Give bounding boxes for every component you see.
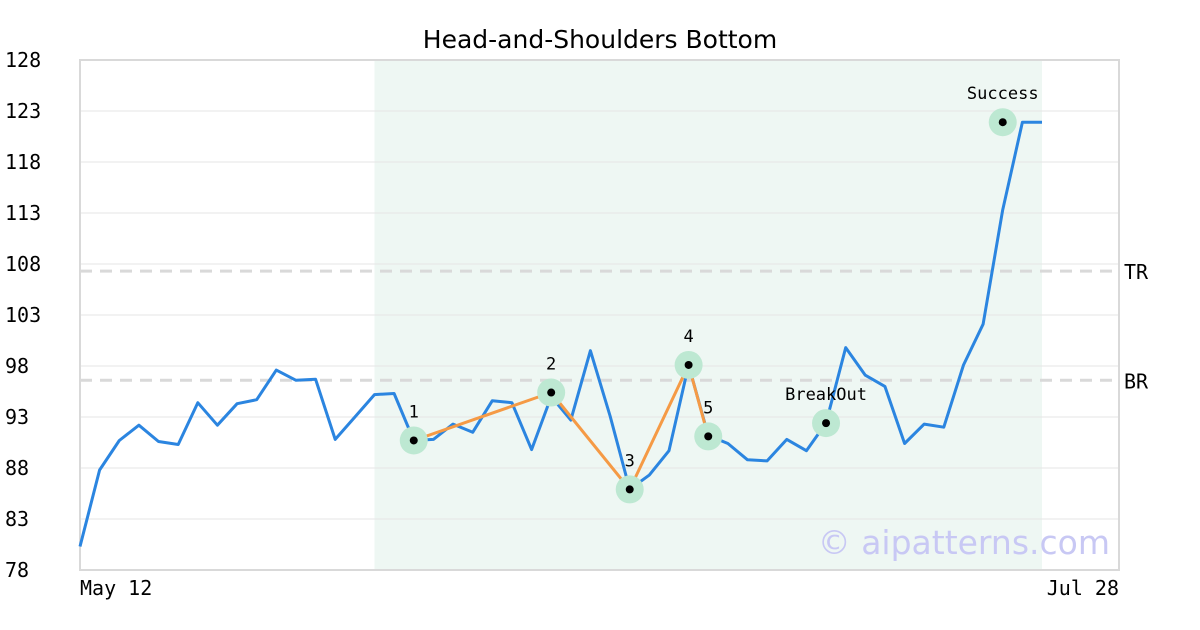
plot-frame xyxy=(79,59,1120,571)
level-label: BR xyxy=(1124,369,1149,393)
event-point-dot xyxy=(998,118,1007,127)
event-point-label: BreakOut xyxy=(785,385,867,405)
chart-title: Head-and-Shoulders Bottom xyxy=(423,25,777,54)
y-tick-label: 88 xyxy=(5,456,29,480)
level-label: TR xyxy=(1124,260,1149,284)
pattern-point-dot xyxy=(547,388,556,397)
pattern-point-dot xyxy=(409,436,418,445)
pattern-point-label: 5 xyxy=(703,398,713,418)
y-tick-label: 108 xyxy=(5,252,41,276)
event-point-dot xyxy=(822,419,831,428)
event-point-label: Success xyxy=(967,84,1039,104)
pattern-point-label: 2 xyxy=(546,355,556,375)
y-tick-label: 128 xyxy=(5,48,41,72)
pattern-point-dot xyxy=(684,360,693,369)
pattern-point-label: 3 xyxy=(625,451,635,471)
level-lines: TR BR xyxy=(80,260,1149,393)
y-tick-label: 98 xyxy=(5,354,29,378)
pattern-markers: 1 2 3 4 5 BreakOut Success xyxy=(399,84,1039,504)
x-tick-label: May 12 xyxy=(80,576,152,600)
pattern-point-dot xyxy=(704,432,713,441)
pattern-point-label: 4 xyxy=(683,327,693,347)
pattern-point-dot xyxy=(625,485,634,494)
y-tick-label: 93 xyxy=(5,405,29,429)
y-tick-label: 103 xyxy=(5,303,41,327)
y-axis: 78 83 88 93 98 103 108 113 118 123 128 xyxy=(5,48,41,582)
y-tick-label: 83 xyxy=(5,507,29,531)
watermark: © aipatterns.com xyxy=(818,523,1110,562)
y-tick-label: 78 xyxy=(5,558,29,582)
pattern-point-label: 1 xyxy=(409,402,419,422)
y-tick-label: 113 xyxy=(5,201,41,225)
y-tick-label: 123 xyxy=(5,99,41,123)
price-line xyxy=(78,120,1042,547)
y-tick-label: 118 xyxy=(5,150,41,174)
x-tick-label: Jul 28 xyxy=(1047,576,1119,600)
